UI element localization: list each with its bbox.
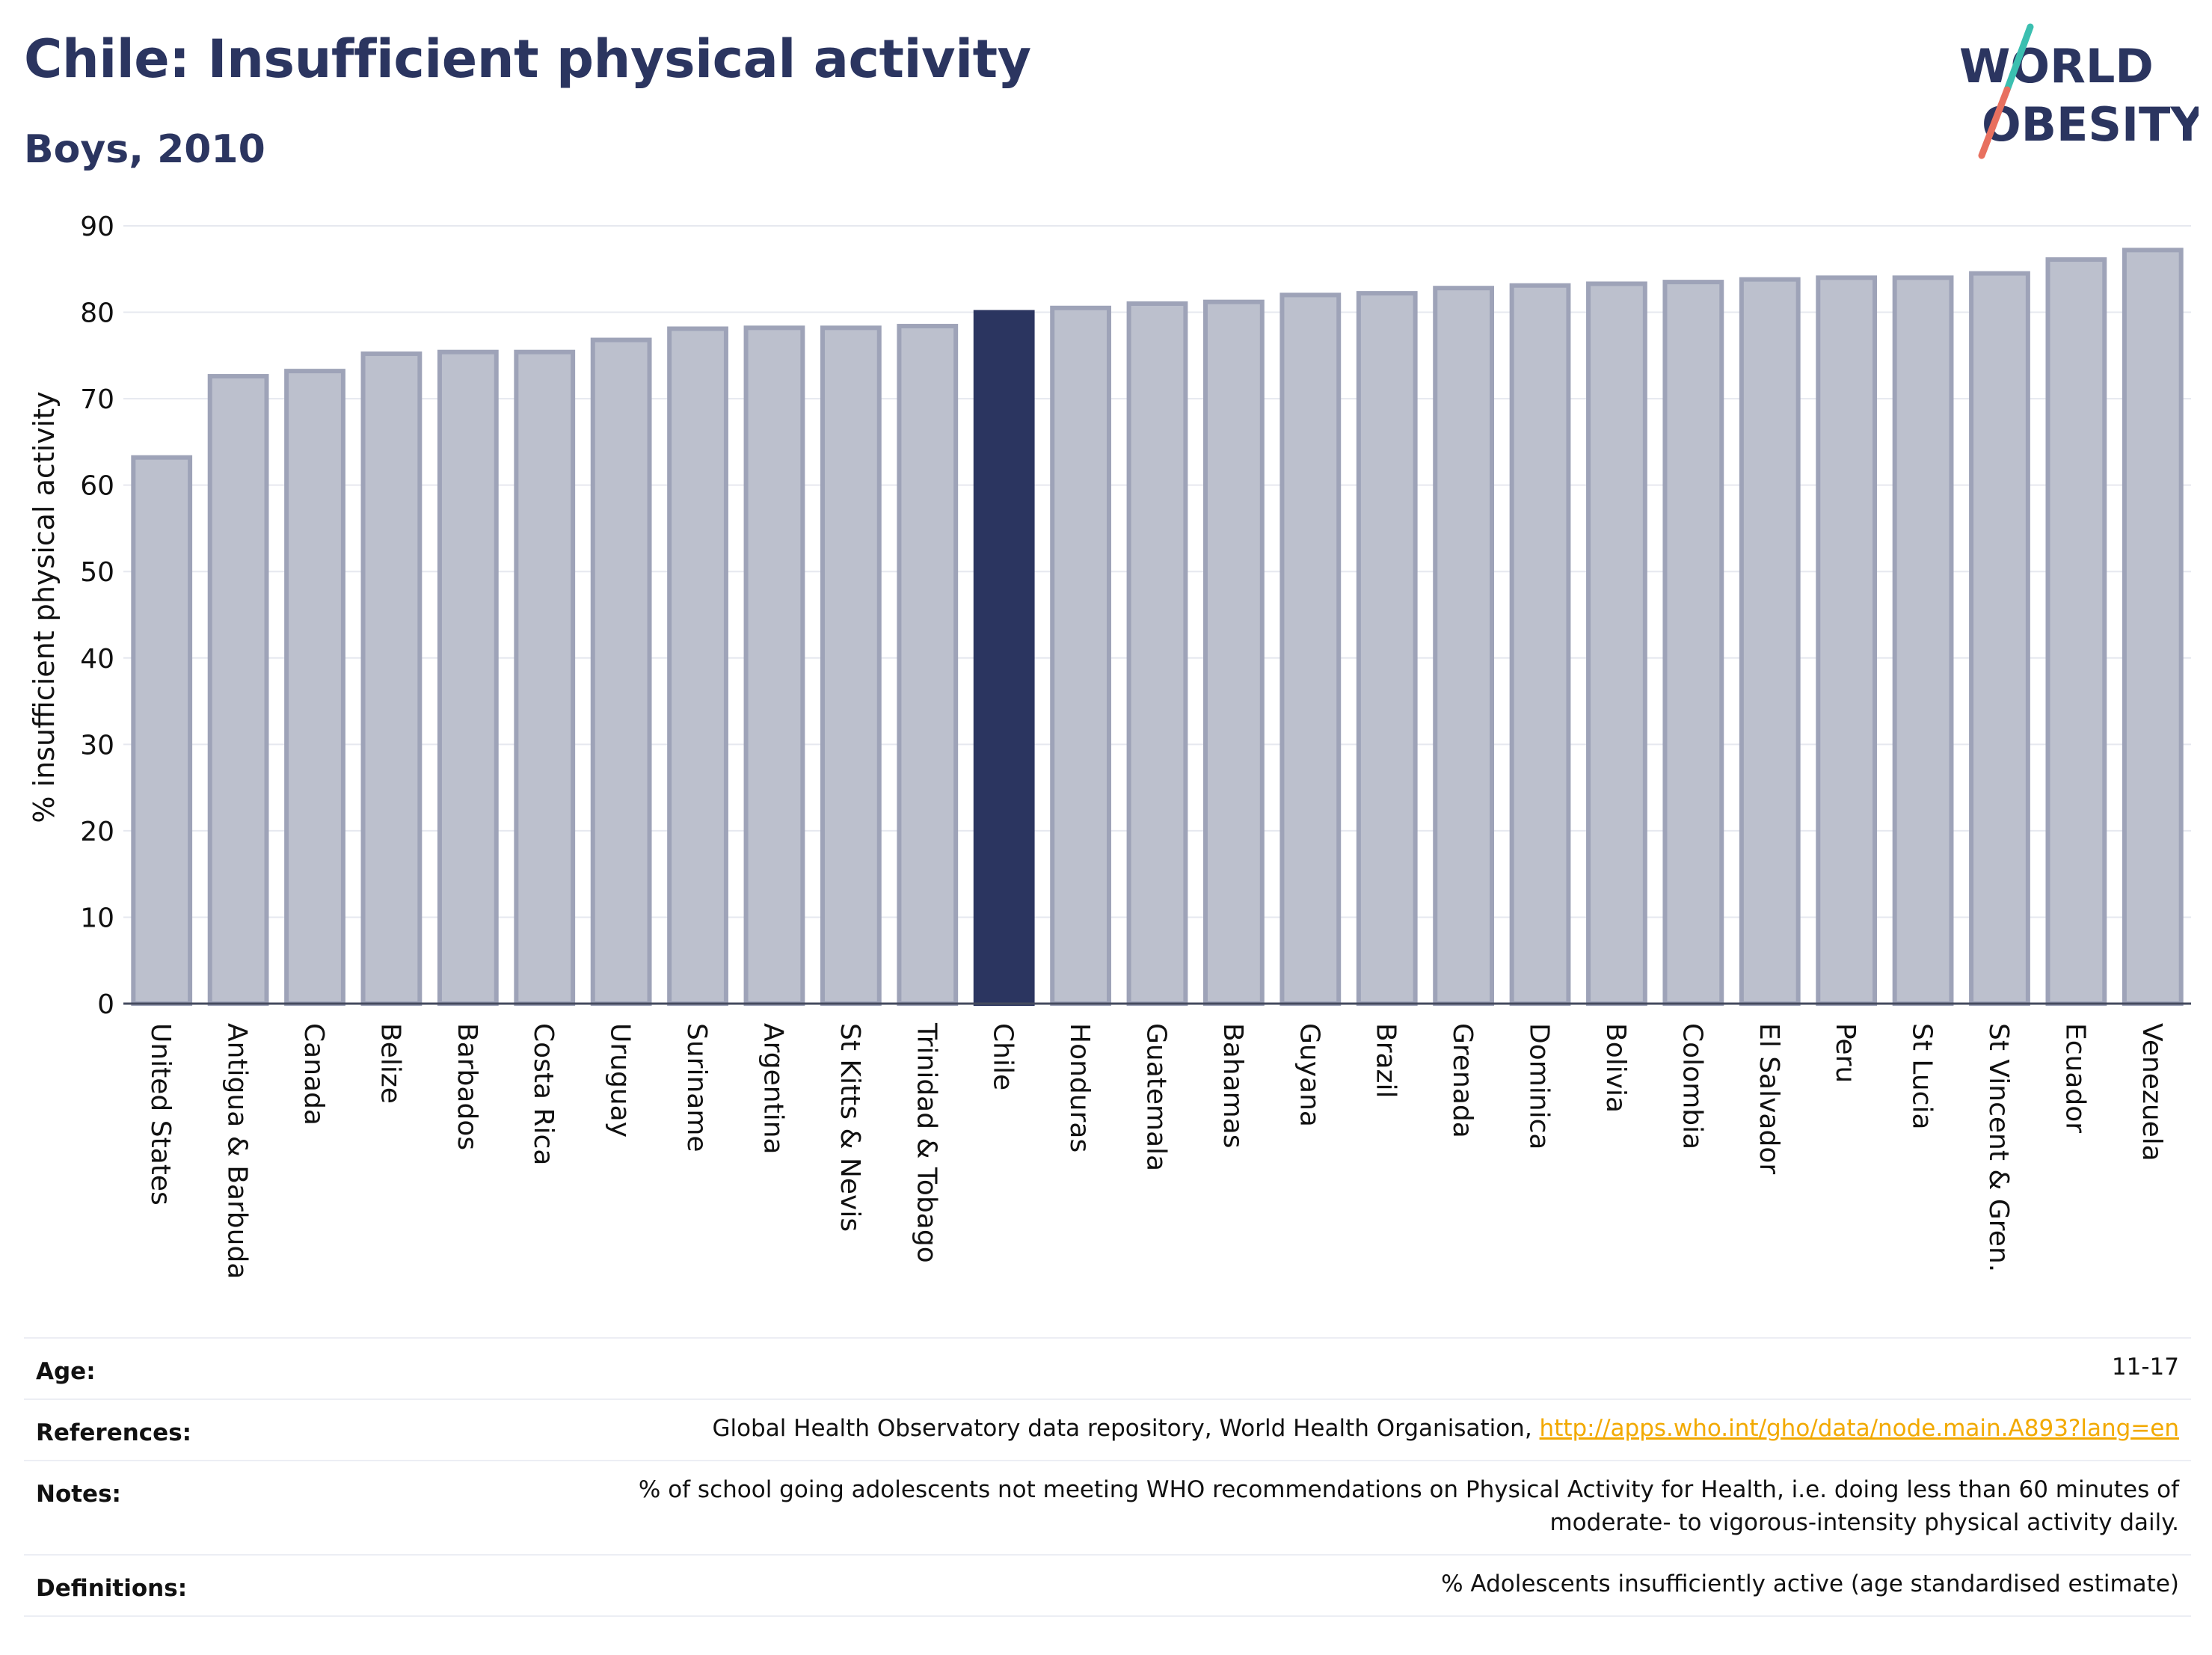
bar-dominica xyxy=(1509,283,1571,1006)
y-tick-label: 30 xyxy=(80,730,114,761)
logo-slash-coral xyxy=(1978,86,2011,159)
bar-venezuela xyxy=(2122,248,2184,1007)
x-tick-label: Venezuela xyxy=(2136,1023,2167,1161)
bar-el-salvador xyxy=(1739,277,1801,1006)
x-tick-label: Guyana xyxy=(1294,1023,1324,1127)
y-axis-label: % insufficient physical activity xyxy=(28,391,61,823)
x-tick-label: Colombia xyxy=(1677,1023,1707,1149)
bar-guyana xyxy=(1279,292,1342,1006)
x-tick-label: Antigua & Barbuda xyxy=(222,1023,253,1279)
age-value: 11-17 xyxy=(2111,1354,2179,1381)
logo-line2: OBESITY xyxy=(1982,97,2199,152)
meta-row-notes: Notes: % of school going adolescents not… xyxy=(24,1460,2191,1554)
x-tick-label: El Salvador xyxy=(1754,1023,1784,1174)
x-tick-label: Guatemala xyxy=(1141,1023,1172,1171)
bar-st-kitts-nevis xyxy=(820,325,882,1007)
x-tick-label: Belize xyxy=(375,1023,405,1104)
x-tick-label: United States xyxy=(145,1023,176,1206)
references-value: Global Health Observatory data repositor… xyxy=(712,1412,2179,1445)
bar-peru xyxy=(1816,275,1878,1007)
x-tick-label: Grenada xyxy=(1447,1023,1478,1138)
y-tick-label: 20 xyxy=(80,817,114,847)
metadata-table: Age: 11-17 References: Global Health Obs… xyxy=(24,1337,2191,1621)
x-tick-label: St Vincent & Gren. xyxy=(1983,1023,2014,1272)
y-tick-label: 0 xyxy=(97,989,114,1020)
x-tick-label: Costa Rica xyxy=(528,1023,559,1165)
x-tick-label: Argentina xyxy=(758,1023,788,1155)
y-tick-label: 70 xyxy=(80,384,114,415)
bar-grenada xyxy=(1433,286,1495,1006)
definitions-label: Definitions: xyxy=(36,1575,188,1602)
bar-bahamas xyxy=(1203,299,1265,1006)
meta-row-definitions: Definitions: % Adolescents insufficientl… xyxy=(24,1554,2191,1615)
page-title: Chile: Insufficient physical activity xyxy=(24,28,1031,90)
meta-row-age: Age: 11-17 xyxy=(24,1337,2191,1398)
y-tick-label: 90 xyxy=(80,212,114,242)
x-tick-label: St Kitts & Nevis xyxy=(835,1023,865,1232)
x-tick-label: Trinidad & Tobago xyxy=(911,1022,941,1263)
bar-suriname xyxy=(667,326,728,1006)
references-link[interactable]: http://apps.who.int/gho/data/node.main.A… xyxy=(1539,1415,2179,1442)
x-tick-label: Uruguay xyxy=(605,1023,636,1137)
age-label: Age: xyxy=(36,1358,96,1385)
notes-line1: % of school going adolescents not meetin… xyxy=(638,1476,2179,1503)
definitions-value: % Adolescents insufficiently active (age… xyxy=(1441,1570,2179,1597)
notes-line2: moderate- to vigorous-intensity physical… xyxy=(1549,1509,2179,1536)
logo-slash-teal xyxy=(2003,23,2034,93)
x-tick-label: St Lucia xyxy=(1907,1023,1938,1130)
bar-belize xyxy=(360,351,423,1006)
x-tick-label: Bahamas xyxy=(1217,1023,1248,1149)
x-tick-label: Canada xyxy=(298,1023,329,1126)
page-subtitle: Boys, 2010 xyxy=(24,127,265,172)
y-tick-label: 40 xyxy=(80,644,114,675)
bar-costa-rica xyxy=(514,349,576,1006)
y-tick-label: 50 xyxy=(80,557,114,588)
x-tick-label: Honduras xyxy=(1064,1023,1095,1152)
meta-bottom-border xyxy=(24,1615,2191,1617)
bar-chile xyxy=(973,310,1035,1006)
x-tick-label: Suriname xyxy=(681,1023,712,1152)
x-tick-label: Ecuador xyxy=(2059,1023,2090,1133)
y-tick-label: 10 xyxy=(80,903,114,933)
bar-bolivia xyxy=(1586,281,1647,1006)
bar-st-vincent-gren- xyxy=(1969,271,2030,1006)
references-text: Global Health Observatory data repositor… xyxy=(712,1415,1540,1442)
x-tick-label: Bolivia xyxy=(1600,1023,1631,1113)
bar-colombia xyxy=(1662,280,1724,1007)
bar-argentina xyxy=(743,325,805,1007)
bar-brazil xyxy=(1356,291,1418,1006)
x-tick-label: Dominica xyxy=(1524,1023,1555,1150)
bar-guatemala xyxy=(1126,301,1188,1006)
axes: 0 10 20 30 40 50 60 70 80 90 United States Antigua … xyxy=(80,212,2191,1279)
bar-barbados xyxy=(437,349,499,1006)
y-tick-label: 60 xyxy=(80,471,114,502)
bar-trinidad-tobago xyxy=(897,324,959,1006)
x-tick-label: Peru xyxy=(1830,1023,1861,1083)
bars xyxy=(131,248,2184,1007)
bar-canada xyxy=(284,369,345,1006)
bar-honduras xyxy=(1050,305,1111,1006)
bar-united-states xyxy=(131,455,193,1006)
references-label: References: xyxy=(36,1419,192,1446)
bar-st-lucia xyxy=(1892,275,1954,1007)
y-tick-label: 80 xyxy=(80,298,114,329)
world-obesity-logo: WORLD OBESITY xyxy=(1959,23,2199,159)
bar-antigua-barbuda xyxy=(207,374,269,1007)
x-tick-label: Chile xyxy=(988,1023,1019,1090)
meta-row-references: References: Global Health Observatory da… xyxy=(24,1398,2191,1460)
notes-value: % of school going adolescents not meetin… xyxy=(639,1473,2179,1539)
notes-label: Notes: xyxy=(36,1481,121,1508)
bar-ecuador xyxy=(2045,257,2107,1007)
x-tick-label: Barbados xyxy=(452,1023,482,1150)
x-tick-label: Brazil xyxy=(1371,1023,1401,1098)
bar-chart: 0 10 20 30 40 50 60 70 80 90 United States Antigua … xyxy=(28,212,2191,1279)
bar-uruguay xyxy=(590,337,652,1006)
logo-line1: WORLD xyxy=(1959,39,2154,93)
